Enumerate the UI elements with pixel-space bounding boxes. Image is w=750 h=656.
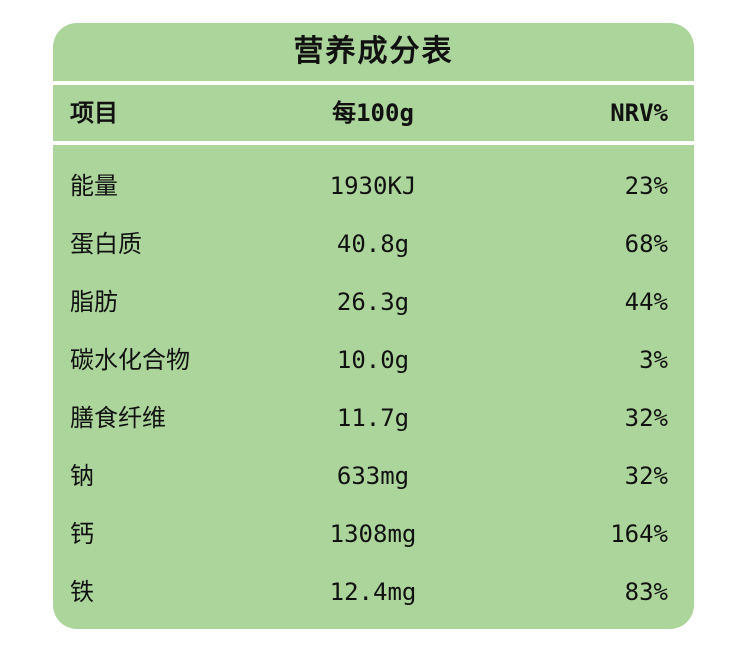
nutrient-nrv: 3% <box>639 346 668 374</box>
table-row: 脂肪 26.3g 44% <box>53 273 694 331</box>
nutrient-name: 铁 <box>70 578 94 606</box>
nutrient-amount: 26.3g <box>336 288 410 316</box>
table-row: 钙 1308mg 164% <box>53 505 694 563</box>
nutrient-nrv: 68% <box>624 230 668 258</box>
table-row: 铁 12.4mg 83% <box>53 563 694 621</box>
nutrient-name: 膳食纤维 <box>70 404 166 432</box>
nutrient-amount: 10.0g <box>336 346 410 374</box>
table-row: 蛋白质 40.8g 68% <box>53 215 694 273</box>
nutrient-amount: 633mg <box>336 462 410 490</box>
table-row: 膳食纤维 11.7g 32% <box>53 389 694 447</box>
header-row: 项目 每100g NRV% <box>53 85 694 141</box>
table-row: 钠 633mg 32% <box>53 447 694 505</box>
nutrient-name: 脂肪 <box>70 288 118 316</box>
header-item: 项目 <box>70 99 118 127</box>
table-row: 碳水化合物 10.0g 3% <box>53 331 694 389</box>
header-nrv: NRV% <box>610 99 668 127</box>
nutrient-amount: 12.4mg <box>329 578 417 606</box>
nutrient-amount: 40.8g <box>336 230 410 258</box>
nutrient-amount: 1308mg <box>329 520 417 548</box>
nutrient-nrv: 44% <box>624 288 668 316</box>
nutrient-amount: 1930KJ <box>329 172 417 200</box>
header-per-100g: 每100g <box>332 99 414 127</box>
nutrient-name: 能量 <box>70 172 118 200</box>
nutrient-nrv: 83% <box>624 578 668 606</box>
nutrient-rows: 能量 1930KJ 23% 蛋白质 40.8g 68% 脂肪 26.3g 44%… <box>53 157 694 621</box>
nutrient-nrv: 32% <box>624 404 668 432</box>
nutrient-name: 钙 <box>70 520 94 548</box>
nutrient-name: 蛋白质 <box>70 230 142 258</box>
table-row: 能量 1930KJ 23% <box>53 157 694 215</box>
header-divider <box>53 141 694 145</box>
nutrient-name: 碳水化合物 <box>70 346 190 374</box>
nutrient-nrv: 32% <box>624 462 668 490</box>
title-divider <box>53 81 694 85</box>
nutrient-name: 钠 <box>70 462 94 490</box>
nutrition-facts-panel: 营养成分表 项目 每100g NRV% 能量 1930KJ 23% 蛋白质 40… <box>53 23 694 629</box>
nutrient-amount: 11.7g <box>336 404 410 432</box>
table-title: 营养成分表 <box>293 34 454 69</box>
nutrient-nrv: 23% <box>624 172 668 200</box>
nutrient-nrv: 164% <box>610 520 668 548</box>
